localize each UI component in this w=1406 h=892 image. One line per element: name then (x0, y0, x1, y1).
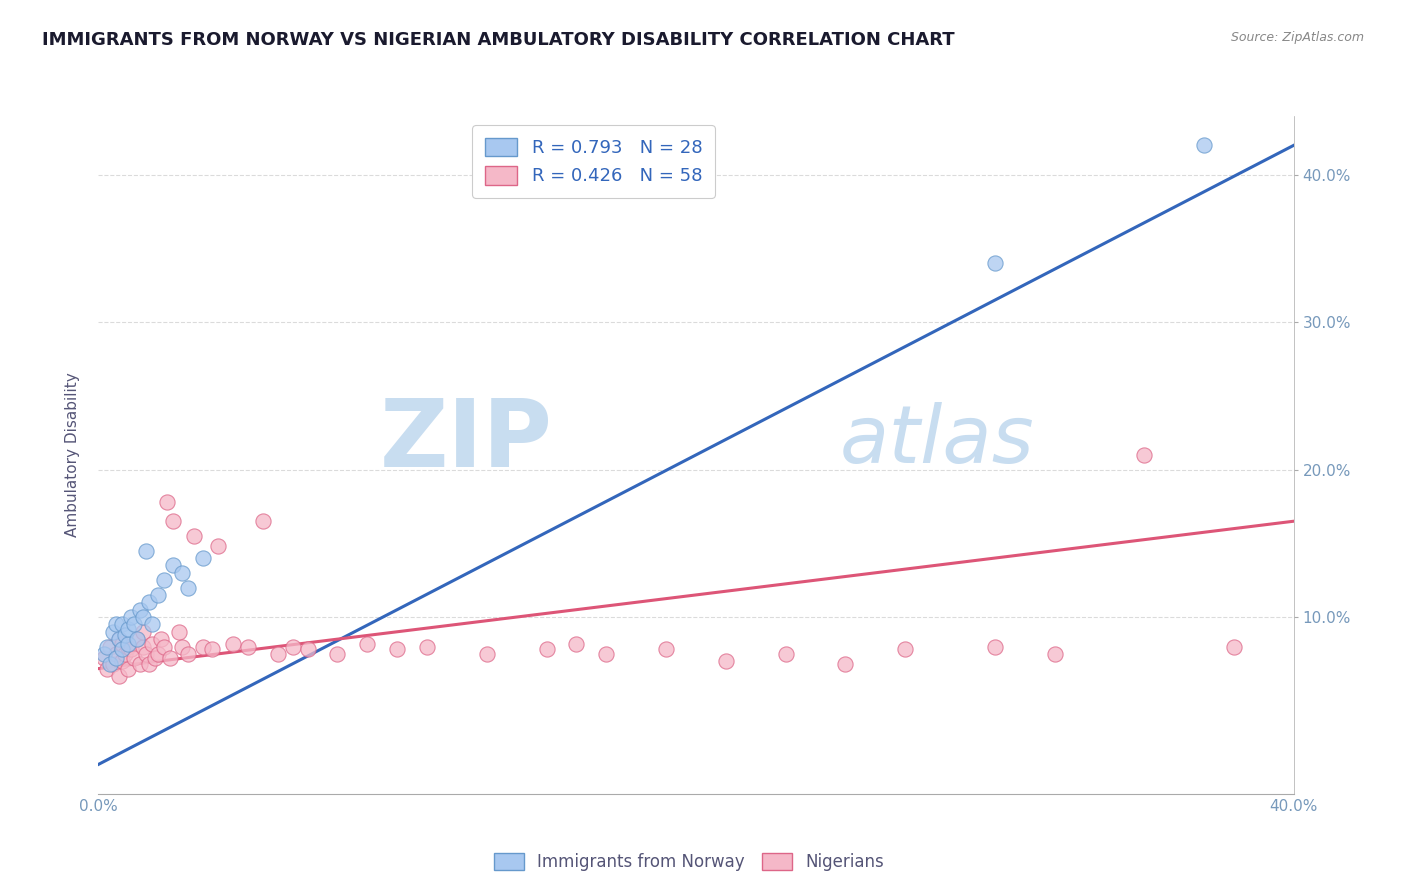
Point (536, 642, 558, 657)
Point (108, 632, 131, 647)
Point (894, 642, 917, 657)
Point (105, 651, 128, 665)
Point (1223, 640, 1246, 654)
Point (100, 640, 122, 654)
Point (252, 514, 274, 528)
Point (117, 662, 139, 676)
Point (162, 558, 184, 573)
Point (138, 595, 160, 609)
Point (595, 647, 617, 661)
Point (143, 651, 166, 665)
Point (111, 636, 134, 650)
Point (236, 640, 259, 654)
Point (201, 642, 224, 657)
Point (132, 640, 155, 654)
Point (108, 632, 131, 647)
Point (135, 647, 157, 661)
Point (356, 636, 378, 650)
Point (207, 539, 229, 553)
Point (141, 617, 163, 632)
Point (103, 657, 125, 672)
Point (132, 610, 155, 624)
Legend: R = 0.793   N = 28, R = 0.426   N = 58: R = 0.793 N = 28, R = 0.426 N = 58 (472, 125, 714, 198)
Point (475, 647, 498, 661)
Point (105, 617, 128, 632)
Point (156, 495, 179, 509)
Point (167, 624, 190, 639)
Point (153, 573, 176, 587)
Point (96, 662, 118, 676)
Point (108, 669, 131, 683)
Point (127, 632, 149, 647)
Point (114, 628, 136, 642)
Text: Source: ZipAtlas.com: Source: ZipAtlas.com (1230, 31, 1364, 45)
Point (655, 642, 678, 657)
Point (162, 514, 184, 528)
Point (159, 651, 181, 665)
Point (1192, 138, 1215, 153)
Point (141, 636, 163, 650)
Point (775, 647, 797, 661)
Point (281, 640, 304, 654)
Point (132, 624, 155, 639)
Point (191, 640, 214, 654)
Point (1043, 647, 1066, 661)
Point (267, 647, 290, 661)
Text: IMMIGRANTS FROM NORWAY VS NIGERIAN AMBULATORY DISABILITY CORRELATION CHART: IMMIGRANTS FROM NORWAY VS NIGERIAN AMBUL… (42, 31, 955, 49)
Point (135, 543, 157, 558)
Point (172, 566, 194, 580)
Point (105, 647, 128, 661)
Point (111, 654, 134, 668)
Point (984, 640, 1007, 654)
Point (129, 657, 152, 672)
Point (117, 640, 139, 654)
Point (117, 622, 139, 636)
Point (129, 602, 152, 616)
Point (117, 636, 139, 650)
Point (177, 647, 200, 661)
Point (326, 647, 349, 661)
Text: ZIP: ZIP (380, 395, 553, 487)
Point (103, 624, 125, 639)
Point (1133, 448, 1156, 462)
Point (172, 640, 194, 654)
Point (191, 551, 214, 566)
Point (984, 256, 1007, 270)
Point (111, 642, 134, 657)
Point (138, 657, 160, 672)
Point (148, 588, 170, 602)
Point (127, 632, 149, 647)
Point (177, 581, 200, 595)
Point (222, 636, 245, 650)
Point (124, 651, 146, 665)
Legend: Immigrants from Norway, Nigerians: Immigrants from Norway, Nigerians (485, 845, 893, 880)
Point (565, 636, 588, 650)
Point (148, 647, 170, 661)
Point (714, 654, 737, 668)
Point (120, 642, 142, 657)
Point (93, 647, 115, 661)
Point (834, 657, 856, 672)
Point (416, 640, 439, 654)
Y-axis label: Ambulatory Disability: Ambulatory Disability (65, 373, 80, 537)
Point (96, 640, 118, 654)
Point (385, 642, 409, 657)
Text: atlas: atlas (839, 402, 1035, 481)
Point (111, 617, 134, 632)
Point (100, 657, 122, 672)
Point (150, 632, 173, 647)
Point (114, 647, 136, 661)
Point (183, 529, 205, 543)
Point (153, 640, 176, 654)
Point (124, 617, 146, 632)
Point (120, 610, 142, 624)
Point (93, 651, 115, 665)
Point (297, 642, 319, 657)
